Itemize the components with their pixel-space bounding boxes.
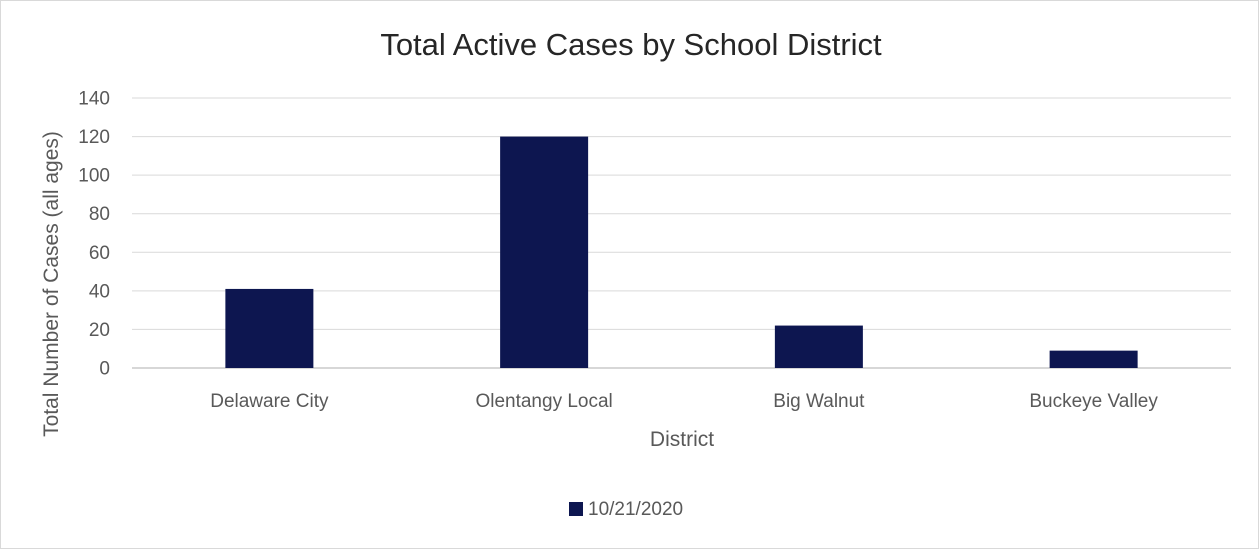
legend-swatch	[569, 502, 583, 516]
legend-label: 10/21/2020	[588, 499, 683, 520]
y-tick-label: 120	[78, 127, 110, 148]
y-tick-label: 140	[78, 89, 110, 110]
bar	[500, 136, 589, 368]
x-axis-title: District	[650, 428, 714, 451]
x-tick-label: Delaware City	[210, 391, 329, 412]
bar	[774, 325, 863, 368]
x-tick-label: Big Walnut	[773, 391, 865, 412]
gridlines	[132, 97, 1231, 369]
x-tick-label: Olentangy Local	[475, 391, 612, 412]
x-axis-ticks: Delaware City Olentangy Local Big Walnut Bu…	[210, 391, 1158, 412]
x-tick-label: Buckeye Valley	[1029, 391, 1158, 412]
legend: 10/21/2020	[569, 499, 683, 520]
y-tick-label: 20	[89, 320, 110, 341]
chart-title: Total Active Cases by School District	[380, 27, 882, 62]
y-tick-label: 80	[89, 204, 110, 225]
y-tick-label: 0	[99, 359, 110, 380]
bar	[1049, 350, 1138, 368]
bars	[225, 136, 1138, 368]
y-axis-title: Total Number of Cases (all ages)	[40, 131, 63, 437]
y-axis-ticks: 0 20 40 60 80 100 120 140	[78, 89, 110, 380]
bar	[225, 288, 314, 368]
y-tick-label: 40	[89, 281, 110, 302]
y-tick-label: 60	[89, 243, 110, 264]
y-tick-label: 100	[78, 166, 110, 187]
